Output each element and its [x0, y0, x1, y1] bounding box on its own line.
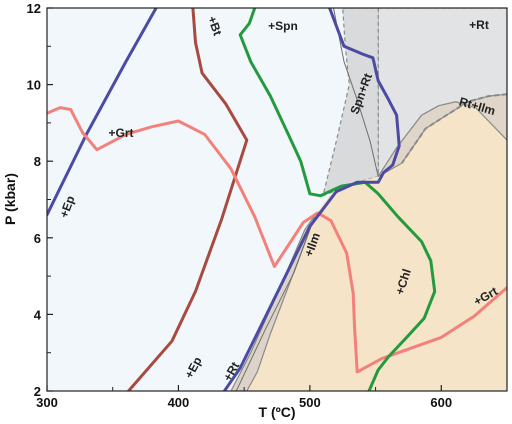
y-axis-title: P (kbar) — [2, 173, 18, 225]
field-ilm — [246, 101, 507, 391]
y-tick-label-6: 6 — [34, 231, 41, 246]
x-axis: 300 400 500 600 — [36, 385, 452, 410]
x-axis-title: T (ºC) — [259, 404, 296, 420]
x-tick-label-600: 600 — [430, 395, 452, 410]
y-tick-label-4: 4 — [34, 307, 42, 322]
x-tick-label-300: 300 — [36, 395, 58, 410]
spn-rt-inner-line — [333, 8, 379, 177]
rt-ilm-dashed-boundary — [401, 93, 507, 164]
y-tick-label-12: 12 — [27, 1, 41, 16]
label-spn: +Spn — [268, 19, 298, 33]
reaction-lines — [47, 8, 507, 391]
label-bt: +Bt — [205, 14, 225, 37]
y-axis: 2 4 6 8 10 12 — [27, 1, 53, 399]
lower-wedge-inner-line — [235, 222, 313, 391]
rt-boundary-line — [222, 8, 401, 391]
y-tick-label-2: 2 — [34, 384, 41, 399]
ep-reaction-line — [47, 8, 158, 217]
label-grt-upper: +Grt — [108, 126, 133, 140]
y-tick-label-8: 8 — [34, 154, 41, 169]
bt-reaction-line — [127, 8, 249, 391]
x-tick-label-400: 400 — [168, 395, 190, 410]
label-rt: +Rt — [469, 18, 489, 32]
x-tick-label-500: 500 — [299, 395, 321, 410]
grt-reaction-line — [47, 106, 507, 374]
y-tick-label-10: 10 — [27, 78, 41, 93]
